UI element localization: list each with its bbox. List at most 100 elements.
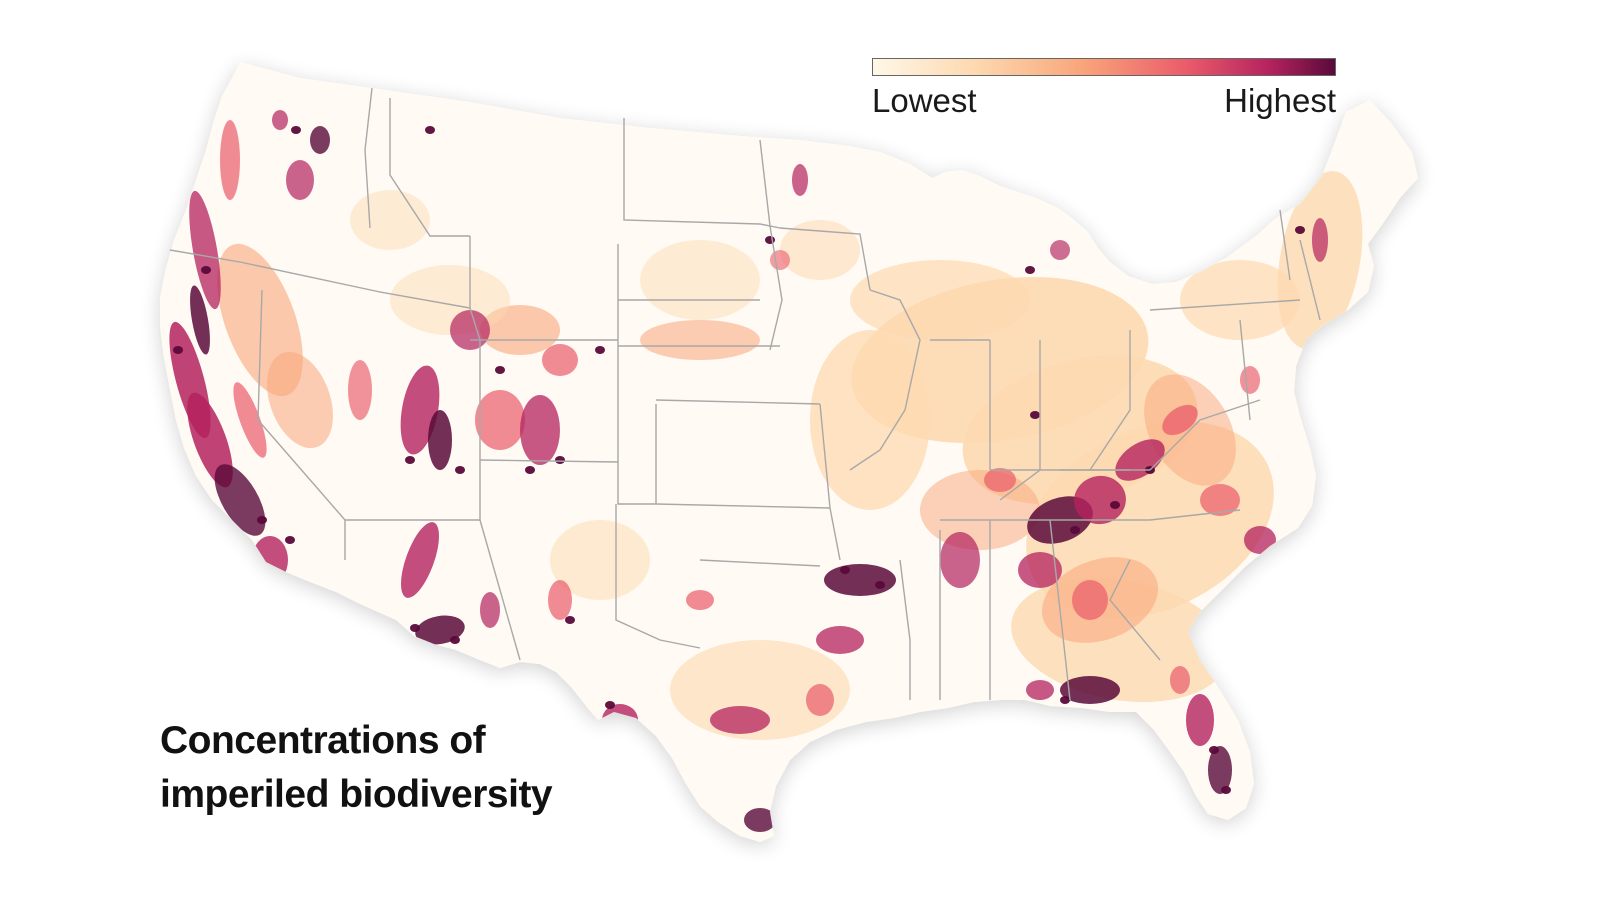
peak-concentration-spot <box>1209 746 1219 754</box>
low-concentration-area <box>550 520 650 600</box>
peak-concentration-spot <box>840 566 850 574</box>
legend-low-label: Lowest <box>872 82 977 119</box>
peak-concentration-spot <box>201 266 211 274</box>
color-legend: Lowest Highest <box>872 58 1336 120</box>
state-border-line <box>257 289 346 560</box>
low-concentration-area <box>640 320 760 360</box>
peak-concentration-spot <box>605 701 615 709</box>
low-concentration-area <box>920 470 1040 550</box>
high-concentration-area <box>792 164 808 196</box>
peak-concentration-spot <box>425 126 435 134</box>
state-border-line <box>1049 519 1071 701</box>
high-concentration-area <box>984 468 1016 492</box>
high-concentration-area <box>187 392 233 488</box>
peak-concentration-spot <box>525 466 535 474</box>
high-concentration-area <box>252 536 288 584</box>
state-border-line <box>849 289 921 471</box>
low-concentration-area <box>390 265 510 335</box>
high-concentration-area <box>686 590 714 610</box>
state-border-line <box>1109 559 1161 661</box>
high-concentration-area <box>286 160 314 200</box>
peak-concentration-spot <box>495 366 505 374</box>
low-concentration-area <box>350 190 430 250</box>
peak-concentration-spot <box>257 516 267 524</box>
high-concentration-area <box>1072 580 1108 620</box>
high-concentration-area <box>272 110 288 130</box>
peak-concentration-spot <box>450 636 460 644</box>
state-border-line <box>169 249 471 309</box>
high-concentration-area <box>450 310 490 350</box>
peak-concentration-spot <box>285 536 295 544</box>
state-border-line <box>479 459 656 505</box>
high-concentration-area <box>940 532 980 588</box>
low-concentration-area <box>780 220 860 280</box>
low-concentration-area <box>850 260 1030 340</box>
state-border-line <box>1149 399 1261 471</box>
high-concentration-area <box>1050 240 1070 260</box>
peak-concentration-spot <box>1110 501 1120 509</box>
high-concentration-area <box>770 250 790 270</box>
state-border-line <box>615 504 701 649</box>
state-border-line <box>1239 319 1251 421</box>
peak-concentration-spot <box>1025 266 1035 274</box>
state-border-line <box>899 559 911 700</box>
high-concentration-area <box>1208 746 1232 794</box>
peak-concentration-spot <box>1295 226 1305 234</box>
high-concentration-area <box>1170 666 1190 694</box>
peak-concentration-spot <box>1030 411 1040 419</box>
state-border-line <box>655 399 821 405</box>
peak-concentration-spot <box>555 456 565 464</box>
state-border-line <box>940 509 1241 521</box>
state-border-line <box>819 403 841 561</box>
low-concentration-area <box>1180 260 1300 340</box>
high-concentration-area <box>233 382 267 458</box>
high-concentration-area <box>1244 526 1276 554</box>
high-concentration-area <box>1240 366 1260 394</box>
high-concentration-area <box>602 704 638 736</box>
map-title: Concentrations of imperiled biodiversity <box>160 714 553 822</box>
peak-concentration-spot <box>405 456 415 464</box>
high-concentration-area <box>480 592 500 628</box>
state-border-line <box>364 87 373 229</box>
state-border-line <box>779 227 871 291</box>
high-concentration-area <box>1200 484 1240 516</box>
low-concentration-area <box>640 240 760 320</box>
state-border-line <box>655 503 831 509</box>
map-title-line-2: imperiled biodiversity <box>160 773 553 816</box>
high-concentration-area <box>816 626 864 654</box>
high-concentration-area <box>520 395 560 465</box>
state-border-line <box>1279 209 1291 281</box>
peak-concentration-spot <box>1221 786 1231 794</box>
peak-concentration-spot <box>595 346 605 354</box>
high-concentration-area <box>190 285 210 355</box>
high-concentration-area <box>1312 218 1328 262</box>
peak-concentration-spot <box>291 126 301 134</box>
high-concentration-area <box>214 464 266 536</box>
high-concentration-area <box>1186 694 1214 746</box>
legend-high-label: Highest <box>1224 82 1336 119</box>
peak-concentration-spot <box>765 236 775 244</box>
peak-concentration-spot <box>875 581 885 589</box>
high-concentration-area <box>310 126 330 154</box>
high-concentration-area <box>348 360 372 420</box>
high-concentration-area <box>824 564 896 596</box>
state-border-line <box>699 559 821 567</box>
peak-concentration-spot <box>1060 696 1070 704</box>
peak-concentration-spot <box>1070 526 1080 534</box>
peak-concentration-spot <box>605 716 615 724</box>
high-concentration-area <box>189 190 221 310</box>
peak-concentration-spot <box>173 346 183 354</box>
state-border-line <box>759 139 783 351</box>
high-concentration-area <box>428 410 452 470</box>
high-concentration-area <box>1060 676 1120 704</box>
high-concentration-area <box>710 706 770 734</box>
high-concentration-area <box>548 580 572 620</box>
low-concentration-area <box>810 330 930 510</box>
legend-gradient-bar <box>872 58 1336 76</box>
peak-concentration-spot <box>565 616 575 624</box>
high-concentration-area <box>542 344 578 376</box>
high-concentration-area <box>1018 552 1062 588</box>
state-border-line <box>1089 330 1131 471</box>
